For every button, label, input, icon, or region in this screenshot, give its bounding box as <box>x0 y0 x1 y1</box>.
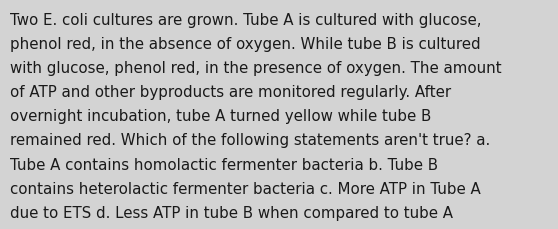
Text: Two E. coli cultures are grown. Tube A is cultured with glucose,: Two E. coli cultures are grown. Tube A i… <box>10 13 482 27</box>
Text: due to ETS d. Less ATP in tube B when compared to tube A: due to ETS d. Less ATP in tube B when co… <box>10 205 453 220</box>
Text: overnight incubation, tube A turned yellow while tube B: overnight incubation, tube A turned yell… <box>10 109 431 124</box>
Text: of ATP and other byproducts are monitored regularly. After: of ATP and other byproducts are monitore… <box>10 85 451 100</box>
Text: contains heterolactic fermenter bacteria c. More ATP in Tube A: contains heterolactic fermenter bacteria… <box>10 181 481 196</box>
Text: phenol red, in the absence of oxygen. While tube B is cultured: phenol red, in the absence of oxygen. Wh… <box>10 37 480 52</box>
Text: Tube A contains homolactic fermenter bacteria b. Tube B: Tube A contains homolactic fermenter bac… <box>10 157 438 172</box>
Text: with glucose, phenol red, in the presence of oxygen. The amount: with glucose, phenol red, in the presenc… <box>10 61 502 76</box>
Text: remained red. Which of the following statements aren't true? a.: remained red. Which of the following sta… <box>10 133 490 148</box>
